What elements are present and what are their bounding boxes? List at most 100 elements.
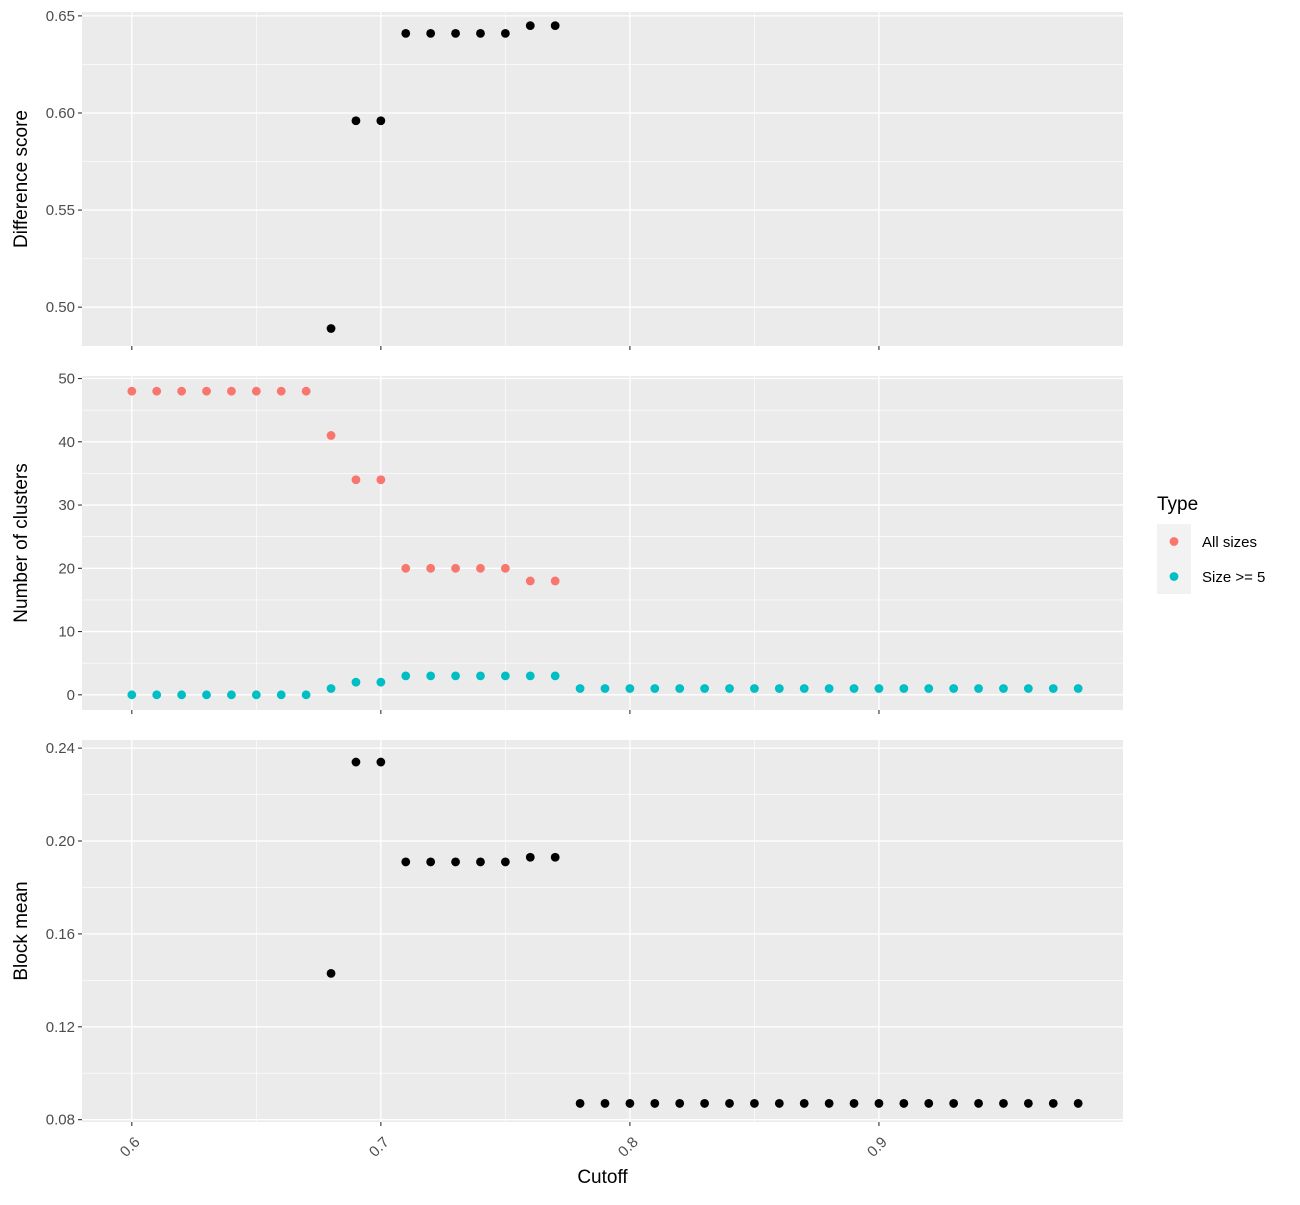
data-point	[650, 684, 660, 693]
data-point	[824, 1099, 834, 1108]
y-tick-label: 50	[58, 371, 75, 388]
data-point	[500, 671, 510, 681]
y-tick-label: 0.16	[46, 926, 75, 943]
panel-background	[82, 12, 1123, 346]
y-tick-label: 40	[58, 434, 75, 451]
data-point	[625, 684, 635, 693]
data-point	[351, 757, 361, 767]
data-point	[376, 116, 386, 126]
data-point	[974, 1099, 983, 1108]
data-point	[675, 1099, 685, 1108]
x-tick-label: 0.9	[864, 1134, 891, 1161]
y-tick-label: 0.50	[46, 299, 75, 316]
data-point	[575, 684, 585, 693]
data-point	[1073, 684, 1083, 693]
panel-2: 0 10 20 30 40 50 Number of clusters	[11, 371, 1123, 714]
data-point	[949, 1099, 959, 1108]
data-point	[525, 576, 535, 586]
data-point	[127, 386, 137, 396]
data-point	[326, 684, 336, 693]
data-point	[326, 968, 336, 978]
panel-background	[82, 740, 1123, 1122]
data-point	[650, 1099, 660, 1108]
x-tick-label: 0.7	[366, 1134, 393, 1161]
data-point	[326, 324, 336, 333]
x-tick-label: 0.8	[615, 1134, 642, 1161]
data-point	[999, 684, 1008, 693]
y-tick-label: 10	[58, 624, 75, 641]
data-point	[924, 684, 934, 693]
data-point	[152, 386, 162, 396]
data-point	[525, 852, 535, 862]
data-point	[276, 386, 286, 396]
data-point	[999, 1099, 1008, 1108]
data-point	[227, 690, 236, 700]
data-point	[301, 690, 311, 700]
data-point	[899, 684, 909, 693]
data-point	[899, 1099, 909, 1108]
data-point	[824, 684, 834, 693]
data-point	[301, 386, 311, 396]
data-point	[177, 386, 187, 396]
data-point	[351, 116, 361, 126]
data-point	[750, 1099, 759, 1108]
data-point	[202, 386, 211, 396]
data-point	[426, 857, 436, 867]
y-tick-label: 0.08	[46, 1112, 75, 1129]
data-point	[1023, 1099, 1033, 1108]
data-point	[451, 563, 460, 573]
y-tick-label: 0.65	[46, 8, 75, 25]
data-point	[476, 28, 485, 38]
data-point	[924, 1099, 934, 1108]
data-point	[550, 21, 560, 30]
data-point	[376, 757, 386, 767]
data-point	[550, 671, 560, 681]
data-point	[376, 677, 386, 687]
data-point	[874, 1099, 884, 1108]
y-tick-label: 0	[67, 687, 75, 704]
data-point	[774, 684, 784, 693]
data-point	[525, 21, 535, 30]
data-point	[401, 28, 411, 38]
y-tick-label: 30	[58, 497, 75, 514]
data-point	[426, 671, 436, 681]
y-tick-label: 20	[58, 560, 75, 577]
data-point	[849, 1099, 859, 1108]
data-point	[799, 684, 809, 693]
data-point	[774, 1099, 784, 1108]
data-point	[500, 563, 510, 573]
y-axis-title: Difference score	[11, 110, 32, 248]
data-point	[750, 684, 759, 693]
data-point	[600, 1099, 610, 1108]
data-point	[202, 690, 211, 700]
legend-key-marker	[1169, 537, 1179, 546]
data-point	[500, 28, 510, 38]
data-point	[451, 671, 460, 681]
data-point	[550, 852, 560, 862]
data-point	[550, 576, 560, 586]
data-point	[351, 677, 361, 687]
data-point	[974, 684, 983, 693]
legend: Type All sizes Size >= 5	[1157, 494, 1265, 594]
data-point	[849, 684, 859, 693]
data-point	[476, 671, 485, 681]
data-point	[251, 690, 261, 700]
y-axis-title: Block mean	[11, 881, 32, 980]
data-point	[276, 690, 286, 700]
panel-1: 0.50 0.55 0.60 0.65 Difference score	[11, 8, 1123, 350]
data-point	[575, 1099, 585, 1108]
data-point	[401, 563, 411, 573]
legend-key-marker	[1169, 572, 1179, 581]
data-point	[1048, 1099, 1058, 1108]
data-point	[625, 1099, 635, 1108]
data-point	[426, 563, 436, 573]
y-axis-title: Number of clusters	[11, 463, 32, 622]
data-point	[799, 1099, 809, 1108]
data-point	[1073, 1099, 1083, 1108]
data-point	[476, 857, 485, 867]
legend-label: All sizes	[1202, 534, 1257, 551]
y-tick-label: 0.24	[46, 740, 75, 757]
y-tick-label: 0.60	[46, 105, 75, 122]
